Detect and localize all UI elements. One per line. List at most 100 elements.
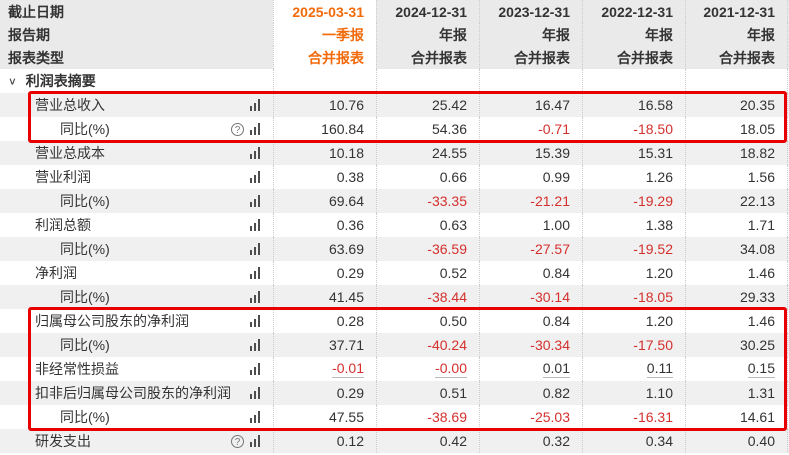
table-row: 归属母公司股东的净利润 0.28 0.50 0.84 1.20 1.46	[0, 309, 789, 333]
metric-label-cell: 同比(%)	[0, 285, 273, 309]
period-column-header: 合并报表	[376, 46, 479, 69]
metric-value: -16.31	[633, 409, 673, 425]
bar-chart-icon[interactable]	[250, 339, 260, 351]
metric-value: 1.46	[747, 313, 775, 329]
metric-value: 16.58	[637, 97, 673, 113]
metric-value: 30.25	[739, 337, 775, 353]
metric-value: 41.45	[328, 289, 364, 305]
bar-chart-icon[interactable]	[250, 435, 260, 447]
metric-value-cell: -25.03	[479, 405, 582, 429]
metric-value: 160.84	[321, 121, 364, 137]
metric-label-cell: 利润总额	[0, 213, 273, 237]
metric-value: 1.31	[747, 385, 775, 401]
metric-value: -0.00	[435, 360, 467, 378]
bar-chart-icon[interactable]	[250, 387, 260, 399]
metric-value: -0.71	[538, 121, 570, 137]
metric-value-cell: 0.99	[479, 165, 582, 189]
section-row-label-wrap: ∨ 利润表摘要	[0, 69, 273, 93]
bar-chart-icon[interactable]	[250, 195, 260, 207]
metric-value: 0.40	[747, 433, 775, 449]
metric-value-cell: 1.71	[685, 213, 788, 237]
table-row: 同比(%) 63.69 -36.59 -27.57 -19.52 34.08	[0, 237, 789, 261]
metric-value: -19.29	[633, 193, 673, 209]
metric-label: 营业利润	[35, 169, 91, 185]
bar-chart-icon[interactable]	[250, 171, 260, 183]
metric-value-cell: 1.56	[685, 165, 788, 189]
bar-chart-icon[interactable]	[250, 123, 260, 135]
metric-value-cell: 0.32	[479, 429, 582, 453]
metric-value-cell: 0.29	[273, 381, 376, 405]
metric-value-cell: -0.71	[479, 117, 582, 141]
metric-value: 15.31	[637, 145, 673, 161]
metric-value: 0.99	[542, 169, 570, 185]
metric-label-cell: 归属母公司股东的净利润	[0, 309, 273, 333]
metric-value-cell: -0.01	[273, 357, 376, 381]
table-row: 同比(%) 41.45 -38.44 -30.14 -18.05 29.33	[0, 285, 789, 309]
bar-chart-icon[interactable]	[250, 363, 260, 375]
metric-value-cell: 0.12	[273, 429, 376, 453]
metric-value: 1.38	[645, 217, 673, 233]
metric-icons	[250, 315, 273, 327]
bar-chart-icon[interactable]	[250, 267, 260, 279]
period-column-header: 年报	[479, 23, 582, 46]
metric-label: 同比(%)	[60, 241, 110, 257]
metric-value: 0.28	[336, 313, 364, 329]
metric-value: 24.55	[431, 145, 467, 161]
metric-value: 0.63	[439, 217, 467, 233]
metric-value: -17.50	[633, 337, 673, 353]
table-row: 非经常性损益 -0.01 -0.00 0.01 0.11 0.15	[0, 357, 789, 381]
metric-value-cell: 14.61	[685, 405, 788, 429]
metric-value: 22.13	[739, 193, 775, 209]
period-column-header: 合并报表	[479, 46, 582, 69]
metric-value-cell: 30.25	[685, 333, 788, 357]
metric-value: 0.32	[542, 433, 570, 449]
metric-value-cell: -27.57	[479, 237, 582, 261]
metric-value-cell: 34.08	[685, 237, 788, 261]
metric-label: 同比(%)	[60, 121, 110, 137]
metric-value-cell: -30.34	[479, 333, 582, 357]
metric-value-cell: 0.66	[376, 165, 479, 189]
metric-value-cell: 54.36	[376, 117, 479, 141]
metric-value-cell: 20.35	[685, 93, 788, 117]
header-row-label: 报告期	[8, 26, 50, 43]
metric-value-cell: 29.33	[685, 285, 788, 309]
metric-icons	[250, 99, 273, 111]
table-row: 同比(%) 69.64 -33.35 -21.21 -19.29 22.13	[0, 189, 789, 213]
section-empty-cell	[582, 69, 685, 93]
metric-icons: ?	[231, 122, 273, 136]
table-row: 同比(%) 37.71 -40.24 -30.34 -17.50 30.25	[0, 333, 789, 357]
bar-chart-icon[interactable]	[250, 315, 260, 327]
help-circle-icon[interactable]: ?	[231, 434, 244, 448]
metric-value-cell: -40.24	[376, 333, 479, 357]
metric-label: 同比(%)	[60, 289, 110, 305]
bar-chart-icon[interactable]	[250, 243, 260, 255]
bar-chart-icon[interactable]	[250, 219, 260, 231]
header-row: 截止日期 2025-03-31 2024-12-31 2023-12-31 2022-1…	[0, 0, 789, 23]
bar-chart-icon[interactable]	[250, 99, 260, 111]
help-circle-icon[interactable]: ?	[231, 122, 244, 136]
metric-value: 0.51	[439, 385, 467, 401]
period-column-header: 2021-12-31	[685, 0, 788, 23]
bar-chart-icon[interactable]	[250, 411, 260, 423]
period-column-header: 2022-12-31	[582, 0, 685, 23]
metric-value: 1.20	[645, 313, 673, 329]
header-row: 报表类型 合并报表 合并报表 合并报表 合并报表 合并报表	[0, 46, 789, 69]
metric-value-cell: 0.11	[582, 357, 685, 381]
metric-value: -21.21	[530, 193, 570, 209]
metric-label: 营业总成本	[35, 145, 105, 161]
table-row: 研发支出? 0.12 0.42 0.32 0.34 0.40	[0, 429, 789, 453]
metric-value-cell: 15.31	[582, 141, 685, 165]
metric-value-cell: 63.69	[273, 237, 376, 261]
bar-chart-icon[interactable]	[250, 147, 260, 159]
bar-chart-icon[interactable]	[250, 291, 260, 303]
metric-value-cell: -21.21	[479, 189, 582, 213]
metric-label-cell: 同比(%)	[0, 405, 273, 429]
metric-value-cell: 0.36	[273, 213, 376, 237]
metric-value-cell: 0.01	[479, 357, 582, 381]
section-row-income-statement[interactable]: ∨ 利润表摘要	[0, 69, 789, 93]
period-column-header: 年报	[582, 23, 685, 46]
metric-value: -30.34	[530, 337, 570, 353]
metric-value: 18.82	[739, 145, 775, 161]
metric-value-cell: 22.13	[685, 189, 788, 213]
period-column-current: 一季报	[273, 23, 376, 46]
